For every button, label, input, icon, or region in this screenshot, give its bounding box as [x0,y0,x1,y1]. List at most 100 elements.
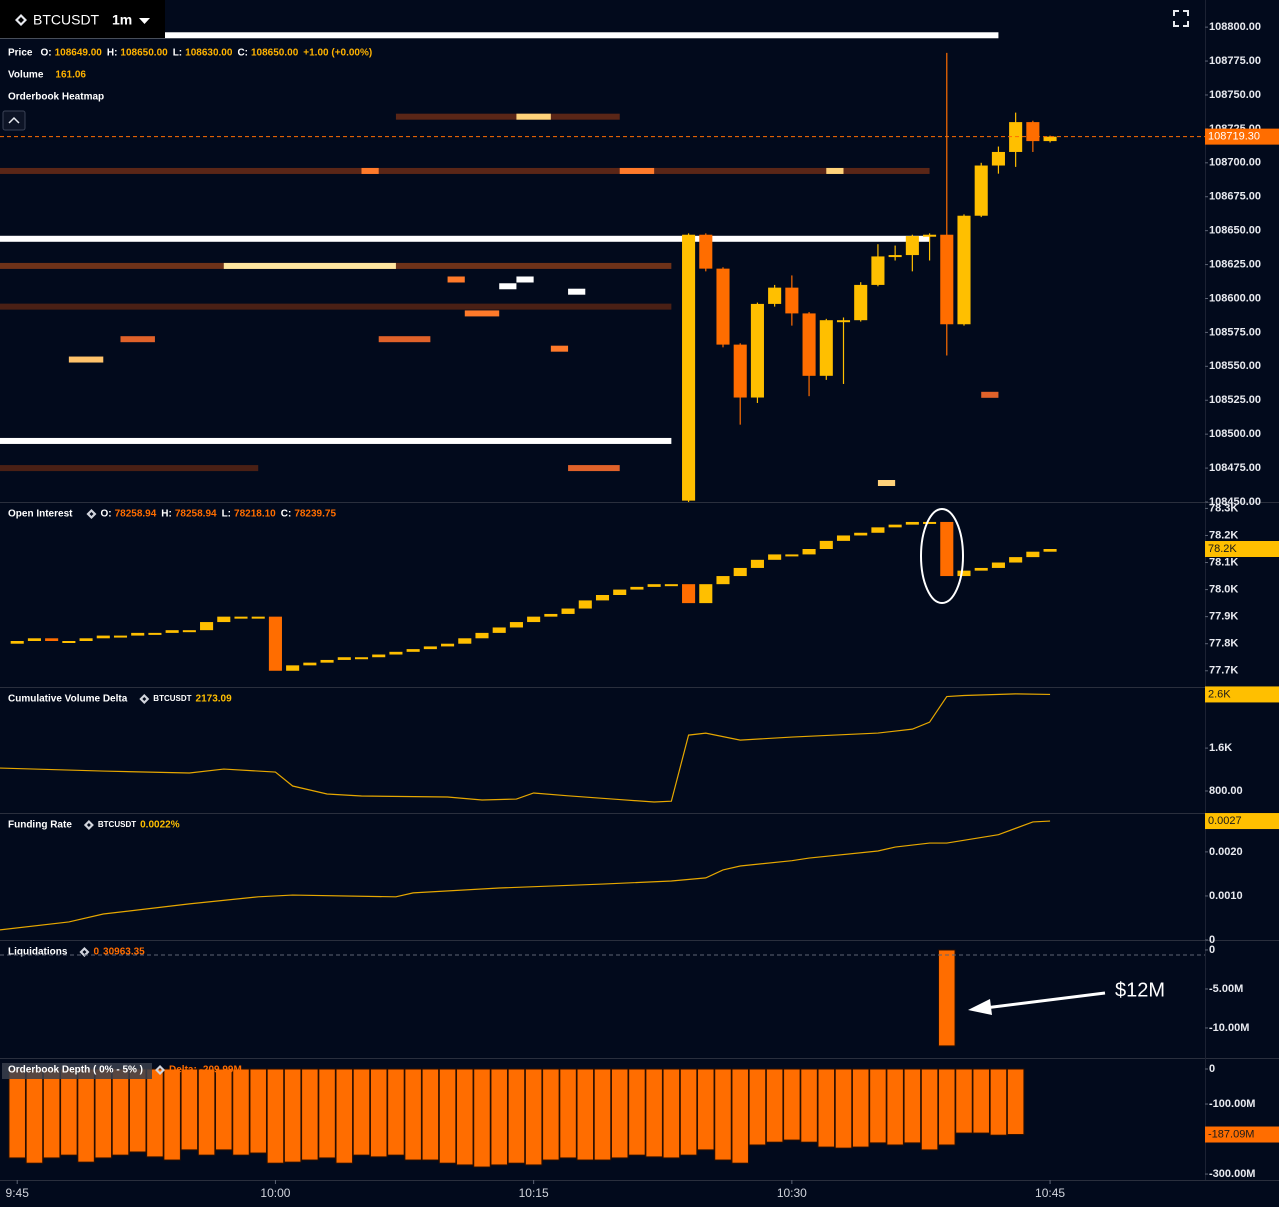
bar [886,1068,904,1146]
bar [920,1068,939,1151]
heatmap-cell [361,167,379,174]
pane-1 [10,521,1057,671]
legend-value: 2173.09 [196,694,233,705]
y-tick-label: -10.00M [1209,1022,1249,1034]
exchange-icon [15,14,27,26]
candle-body [79,638,93,641]
bar [610,1068,629,1159]
candle-body [923,521,937,524]
candle-body [578,600,592,609]
candle-body [544,613,558,617]
y-tick-label: 77.8K [1209,638,1238,650]
y-tick-label: 108600.00 [1209,292,1261,304]
candle-body [595,595,610,601]
candle-body [854,284,868,321]
candle-body [871,527,885,533]
candle-body [750,559,764,568]
last-value-label: -187.09M [1208,1128,1254,1140]
candle-body [268,616,282,671]
legend-change: +1.00 (+0.00%) [303,48,372,59]
bar [456,1068,474,1166]
y-tick-label: -100.00M [1209,1098,1255,1110]
last-value-box [1205,686,1279,703]
bar [765,1068,784,1143]
legend-key: O: [100,509,111,520]
interval-dropdown[interactable] [139,18,150,24]
y-tick-label: 77.7K [1209,665,1238,677]
bar [938,949,956,1047]
heatmap-cell [499,283,517,290]
heatmap-cell [464,310,500,317]
y-tick-label: 77.9K [1209,611,1238,623]
candle-body [768,554,782,560]
x-tick-label: 10:45 [1035,1186,1065,1200]
candle-body [1009,557,1023,563]
symbol[interactable]: BTCUSDT [33,12,100,28]
pane-4 [938,949,956,1047]
y-tick-label: 108475.00 [1209,462,1261,474]
collapse-button[interactable] [2,110,26,131]
candle-body [682,234,696,501]
bar [593,1068,612,1161]
heatmap-cell [568,288,586,295]
candle-body [836,535,851,541]
legend-value: Delta: -209.99M [169,1065,242,1076]
bar [111,1068,130,1156]
candle-body [888,255,902,258]
candle-body [664,584,678,587]
candle-body [113,635,128,638]
heatmap-cell [981,391,999,398]
bar [490,1068,508,1166]
legend-value: 0 [93,947,99,958]
candle-body [320,659,334,663]
candle-body [303,662,317,666]
symbol-box[interactable] [0,0,165,38]
legend-value: 108650.00 [251,48,299,59]
y-tick-label: 800.00 [1209,785,1243,797]
interval[interactable]: 1m [112,12,132,28]
bar [215,1068,233,1151]
y-tick-label: 108450.00 [1209,496,1261,508]
bar [972,1068,990,1134]
legend-key: L: [222,509,231,520]
bar [542,1068,560,1161]
last-value-label: 108719.30 [1208,131,1260,143]
candle-body [1026,122,1040,142]
bar [662,1068,681,1159]
exchange-icon [83,820,94,830]
candle-body [647,584,661,587]
y-tick-label: 108750.00 [1209,89,1261,101]
legend-key: O: [40,48,51,59]
candle-body [423,646,437,650]
fullscreen-button[interactable] [1173,10,1189,27]
candle-body [492,627,506,633]
candle-body [957,215,971,325]
legend-title: Volume [8,70,44,81]
candle-body [923,234,937,237]
heatmap-cell [516,276,534,283]
legend-value: 108630.00 [185,48,233,59]
bar [955,1068,973,1134]
candle-body [234,616,248,619]
candle-body [888,524,902,528]
bar [903,1068,922,1144]
bar [232,1068,250,1156]
candle-body [613,589,627,595]
exchange-icon [139,694,150,704]
candle-body [389,651,403,655]
y-tick-label: 0 [1209,934,1215,946]
heatmap-cell [0,32,999,39]
candle-body [509,622,523,628]
annotation-arrow [984,991,1106,1010]
candle-body [905,521,919,525]
heatmap-cell [516,113,551,120]
y-tick-label: 108800.00 [1209,21,1261,33]
pane-2 [0,693,1051,803]
candle-body [27,638,41,641]
candle-body [10,641,24,644]
last-value-box [1205,541,1279,557]
y-tick-label: 108550.00 [1209,360,1261,372]
legend-symbol: BTCUSDT [153,694,191,703]
legend-value: 78218.10 [234,509,276,520]
